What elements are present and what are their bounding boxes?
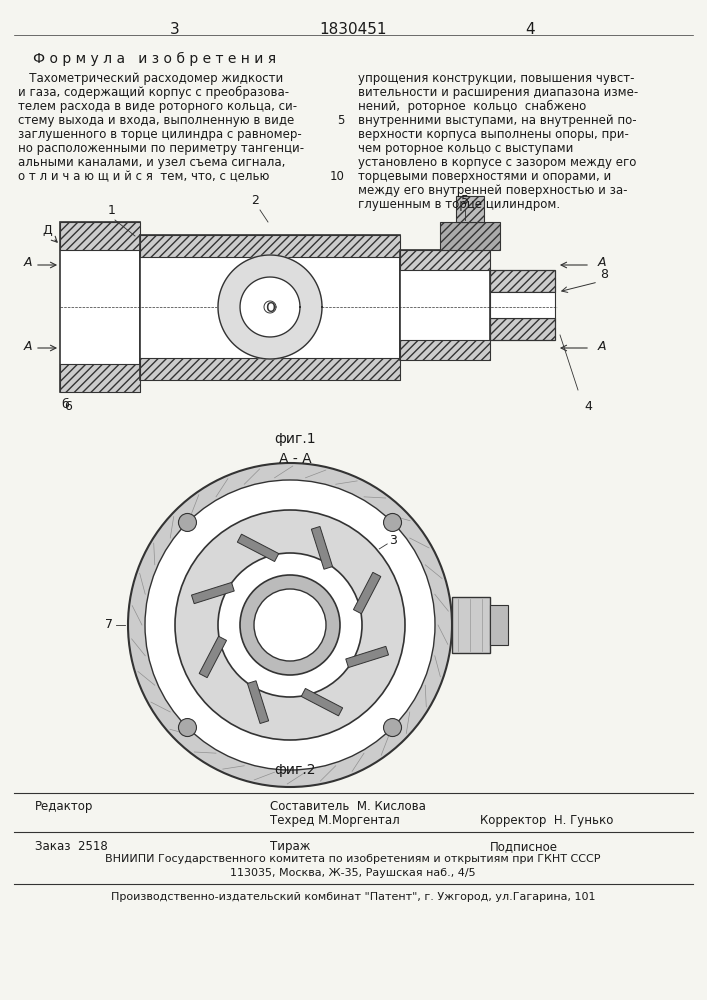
Text: Подписное: Подписное [490, 840, 558, 853]
Text: Корректор  Н. Гунько: Корректор Н. Гунько [480, 814, 614, 827]
Text: Тираж: Тираж [270, 840, 310, 853]
Bar [490, 605, 508, 645]
Bar [400, 340, 490, 360]
Text: чем роторное кольцо с выступами: чем роторное кольцо с выступами [358, 142, 573, 155]
Polygon shape [238, 534, 279, 562]
Text: 2: 2 [251, 194, 259, 207]
Circle shape [240, 575, 340, 675]
Bar [60, 364, 140, 392]
Bar [60, 222, 140, 392]
Circle shape [218, 553, 362, 697]
Text: вительности и расширения диапазона изме-: вительности и расширения диапазона изме- [358, 86, 638, 99]
Text: заглушенного в торце цилиндра с равномер-: заглушенного в торце цилиндра с равномер… [18, 128, 302, 141]
Bar [456, 196, 484, 222]
Text: А: А [598, 340, 607, 353]
Text: и газа, содержащий корпус с преобразова-: и газа, содержащий корпус с преобразова- [18, 86, 289, 99]
Bar [140, 358, 400, 380]
Text: Заказ  2518: Заказ 2518 [35, 840, 107, 853]
Text: 10: 10 [330, 170, 345, 183]
Polygon shape [192, 582, 234, 604]
Text: Редактор: Редактор [35, 800, 93, 813]
Polygon shape [240, 277, 300, 337]
Text: А: А [24, 256, 33, 269]
Text: упрощения конструкции, повышения чувст-: упрощения конструкции, повышения чувст- [358, 72, 634, 85]
Text: телем расхода в виде роторного кольца, си-: телем расхода в виде роторного кольца, с… [18, 100, 297, 113]
Text: 3: 3 [390, 534, 397, 547]
Text: 1: 1 [108, 204, 116, 217]
Circle shape [145, 480, 435, 770]
Text: 6: 6 [64, 400, 72, 413]
Text: б: б [61, 398, 69, 411]
Text: Составитель  М. Кислова: Составитель М. Кислова [270, 800, 426, 813]
Text: 8: 8 [600, 268, 608, 282]
Bar [452, 597, 490, 653]
Text: ВНИИПИ Государственного комитета по изобретениям и открытиям при ГКНТ СССР: ВНИИПИ Государственного комитета по изоб… [105, 854, 601, 864]
Bar [490, 270, 555, 292]
Text: внутренними выступами, на внутренней по-: внутренними выступами, на внутренней по- [358, 114, 636, 127]
Text: между его внутренней поверхностью и за-: между его внутренней поверхностью и за- [358, 184, 628, 197]
Text: о т л и ч а ю щ и й с я  тем, что, с целью: о т л и ч а ю щ и й с я тем, что, с цель… [18, 170, 269, 183]
Text: альными каналами, и узел съема сигнала,: альными каналами, и узел съема сигнала, [18, 156, 286, 169]
Text: А: А [24, 340, 33, 353]
Text: 7: 7 [105, 618, 113, 632]
Bar [400, 250, 490, 270]
Circle shape [175, 510, 405, 740]
Text: Тахометрический расходомер жидкости: Тахометрический расходомер жидкости [18, 72, 284, 85]
Text: 5: 5 [338, 114, 345, 127]
Bar [490, 318, 555, 340]
Text: стему выхода и входа, выполненную в виде: стему выхода и входа, выполненную в виде [18, 114, 294, 127]
Polygon shape [247, 681, 269, 724]
Text: Производственно-издательский комбинат "Патент", г. Ужгород, ул.Гагарина, 101: Производственно-издательский комбинат "П… [111, 892, 595, 902]
Polygon shape [301, 688, 343, 716]
Circle shape [178, 719, 197, 737]
Text: фиг.2: фиг.2 [274, 763, 316, 777]
Text: 1830451: 1830451 [320, 22, 387, 37]
Text: 4: 4 [584, 400, 592, 413]
Text: но расположенными по периметру тангенци-: но расположенными по периметру тангенци- [18, 142, 304, 155]
Text: верхности корпуса выполнены опоры, при-: верхности корпуса выполнены опоры, при- [358, 128, 629, 141]
Polygon shape [346, 646, 389, 668]
Text: нений,  роторное  кольцо  снабжено: нений, роторное кольцо снабжено [358, 100, 586, 113]
Text: А - А: А - А [279, 452, 311, 466]
Text: 3: 3 [170, 22, 180, 37]
Circle shape [383, 719, 402, 737]
Circle shape [254, 589, 326, 661]
Text: А: А [598, 256, 607, 269]
Bar [440, 222, 500, 250]
Bar [60, 222, 140, 250]
Text: 4: 4 [525, 22, 534, 37]
Polygon shape [311, 526, 332, 569]
Polygon shape [199, 636, 226, 678]
Circle shape [128, 463, 452, 787]
Circle shape [383, 513, 402, 531]
Text: глушенным в торце цилиндром.: глушенным в торце цилиндром. [358, 198, 560, 211]
Text: Д: Д [42, 224, 52, 236]
Text: установлено в корпусе с зазором между его: установлено в корпусе с зазором между ег… [358, 156, 636, 169]
Polygon shape [218, 255, 322, 359]
Bar [140, 235, 400, 380]
Text: торцевыми поверхностями и опорами, и: торцевыми поверхностями и опорами, и [358, 170, 612, 183]
Text: o: o [265, 298, 275, 316]
Text: Ф о р м у л а   и з о б р е т е н и я: Ф о р м у л а и з о б р е т е н и я [33, 52, 276, 66]
Text: 5: 5 [461, 194, 469, 207]
Text: 113035, Москва, Ж-35, Раушская наб., 4/5: 113035, Москва, Ж-35, Раушская наб., 4/5 [230, 868, 476, 878]
Text: Техред М.Моргентал: Техред М.Моргентал [270, 814, 399, 827]
Bar [400, 250, 490, 360]
Polygon shape [354, 572, 381, 614]
Text: фиг.1: фиг.1 [274, 432, 316, 446]
Circle shape [178, 513, 197, 531]
Bar [140, 235, 400, 257]
Bar [490, 292, 555, 318]
